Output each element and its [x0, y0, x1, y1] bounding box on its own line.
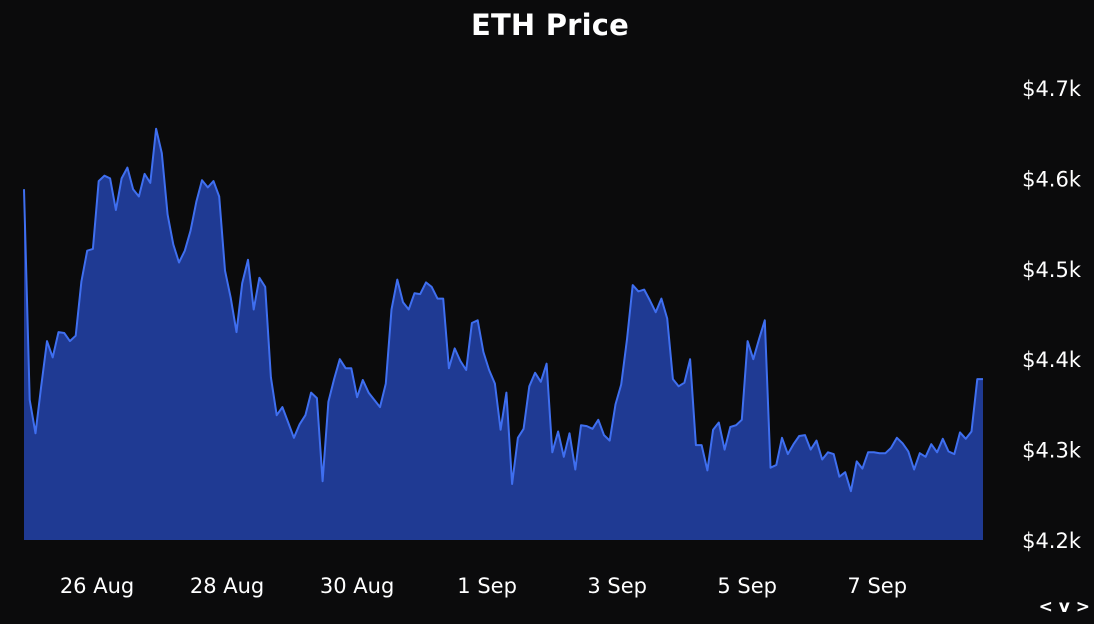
x-tick-label: 7 Sep	[847, 574, 907, 598]
price-area-fill	[24, 128, 983, 540]
y-tick-label: $4.2k	[1022, 529, 1082, 553]
y-tick-label: $4.6k	[1022, 167, 1082, 191]
y-tick-label: $4.5k	[1022, 258, 1082, 282]
nav-label[interactable]: < v >	[1038, 597, 1090, 617]
x-axis-ticks: 26 Aug 28 Aug 30 Aug 1 Sep 3 Sep 5 Sep 7 Sep	[60, 574, 907, 598]
y-tick-label: $4.3k	[1022, 439, 1082, 463]
x-tick-label: 30 Aug	[320, 574, 394, 598]
y-tick-label: $4.7k	[1022, 77, 1082, 101]
chart-nav-controls[interactable]: < v >	[1039, 597, 1090, 617]
x-tick-label: 5 Sep	[717, 574, 777, 598]
price-line	[23, 127, 983, 493]
price-area-layer	[23, 127, 983, 540]
x-tick-label: 26 Aug	[60, 574, 134, 598]
x-tick-label: 3 Sep	[587, 574, 647, 598]
y-tick-label: $4.4k	[1022, 348, 1082, 372]
x-tick-label: 28 Aug	[190, 574, 264, 598]
chart-title: ETH Price	[470, 8, 630, 42]
x-tick-label: 1 Sep	[457, 574, 517, 598]
y-axis-ticks: $4.2k $4.3k $4.4k $4.5k $4.6k $4.7k	[1022, 77, 1082, 553]
